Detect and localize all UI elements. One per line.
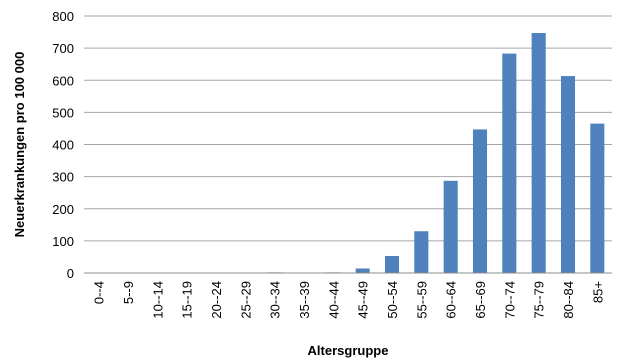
- y-tick-label: 300: [52, 170, 74, 185]
- x-tick-label: 65--69: [473, 281, 488, 319]
- y-axis-title: Neuerkrankungen pro 100 000: [12, 52, 27, 238]
- y-tick-label: 800: [52, 9, 74, 24]
- y-tick-label: 700: [52, 41, 74, 56]
- x-tick-label: 25--29: [238, 281, 253, 319]
- y-tick-label: 100: [52, 234, 74, 249]
- y-tick-label: 500: [52, 105, 74, 120]
- x-tick-label: 30--34: [268, 281, 283, 319]
- x-tick-label: 55--59: [414, 281, 429, 319]
- y-tick-label: 600: [52, 73, 74, 88]
- bar: [502, 53, 517, 274]
- x-tick-label: 50--54: [385, 281, 400, 319]
- x-tick-label: 75--79: [532, 281, 547, 319]
- x-tick-label: 5--9: [121, 281, 136, 304]
- x-axis-ticks: 0--4 5--9 10--14 15--19 20--24 25--29 30--34 35…: [92, 281, 606, 319]
- x-tick-label: 70--74: [502, 281, 517, 319]
- bar: [472, 129, 488, 273]
- x-tick-label: 0--4: [92, 281, 107, 304]
- y-tick-label: 0: [67, 266, 74, 281]
- y-axis-ticks: 0 100 200 300 400 500 600 700 800: [52, 9, 74, 281]
- x-tick-label: 80--84: [561, 281, 576, 319]
- y-tick-label: 200: [52, 202, 74, 217]
- bar: [384, 255, 400, 273]
- bar: [590, 123, 605, 274]
- x-tick-label: 35--39: [297, 281, 312, 319]
- bar: [414, 231, 429, 273]
- x-tick-label: 40--44: [326, 281, 341, 319]
- x-axis-title: Altersgruppe: [308, 343, 389, 358]
- y-tick-label: 400: [52, 138, 74, 153]
- bar: [531, 33, 546, 274]
- x-tick-label: 60--64: [444, 281, 459, 319]
- bar: [443, 180, 458, 273]
- grid-lines: [84, 15, 612, 242]
- x-tick-label: 45--49: [356, 281, 371, 319]
- bar: [560, 76, 576, 273]
- bars: [267, 33, 605, 274]
- bar: [355, 268, 370, 273]
- x-tick-label: 15--19: [180, 281, 195, 319]
- x-tick-label: 20--24: [209, 281, 224, 319]
- x-tick-label: 10--14: [150, 281, 165, 319]
- x-tick-label: 85+: [590, 281, 605, 303]
